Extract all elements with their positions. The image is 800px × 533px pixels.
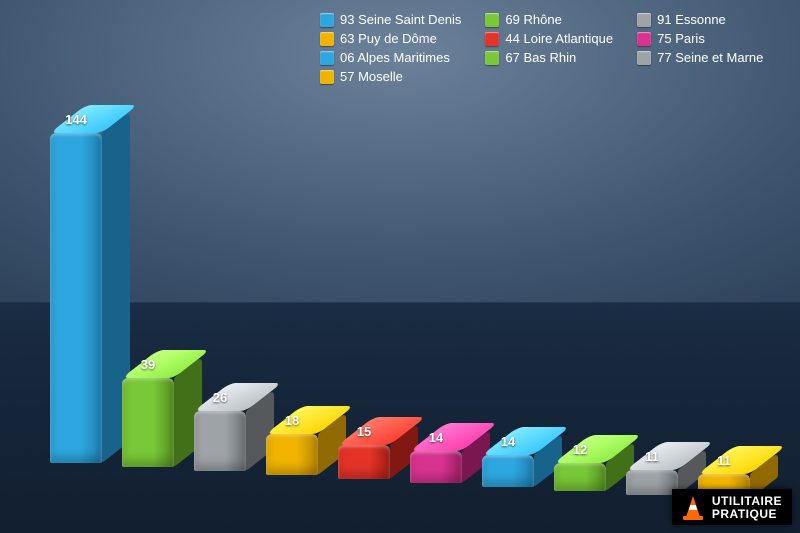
chart-bar-value: 15 bbox=[338, 424, 390, 439]
chart-bar: 15 bbox=[338, 445, 390, 479]
chart-bar: 11 bbox=[626, 470, 678, 495]
brand-logo-line2: PRATIQUE bbox=[712, 508, 782, 521]
chart-bar-value: 26 bbox=[194, 390, 246, 405]
chart-bar-value: 144 bbox=[50, 112, 102, 127]
chart-3d-scene: 144 39 26 18 15 14 14 12 11 11 bbox=[0, 0, 800, 533]
chart-bar: 26 bbox=[194, 411, 246, 471]
traffic-cone-icon bbox=[682, 495, 704, 521]
chart-bar: 144 bbox=[50, 133, 102, 463]
chart-bar-value: 14 bbox=[482, 434, 534, 449]
chart-bar-value: 12 bbox=[554, 442, 606, 457]
brand-logo-text: UTILITAIRE PRATIQUE bbox=[712, 495, 782, 521]
chart-stage: 93 Seine Saint Denis63 Puy de Dôme06 Alp… bbox=[0, 0, 800, 533]
chart-bar: 14 bbox=[482, 455, 534, 487]
chart-bars-container: 144 39 26 18 15 14 14 12 11 11 bbox=[0, 0, 800, 533]
chart-bar: 18 bbox=[266, 434, 318, 475]
chart-bar: 14 bbox=[410, 451, 462, 483]
brand-logo: UTILITAIRE PRATIQUE bbox=[672, 489, 792, 525]
chart-bar: 12 bbox=[554, 463, 606, 491]
chart-bar: 39 bbox=[122, 378, 174, 467]
chart-bar-value: 14 bbox=[410, 430, 462, 445]
chart-bar-value: 11 bbox=[698, 453, 750, 468]
chart-bar-value: 39 bbox=[122, 357, 174, 372]
chart-bar-value: 11 bbox=[626, 449, 678, 464]
chart-bar-value: 18 bbox=[266, 413, 318, 428]
